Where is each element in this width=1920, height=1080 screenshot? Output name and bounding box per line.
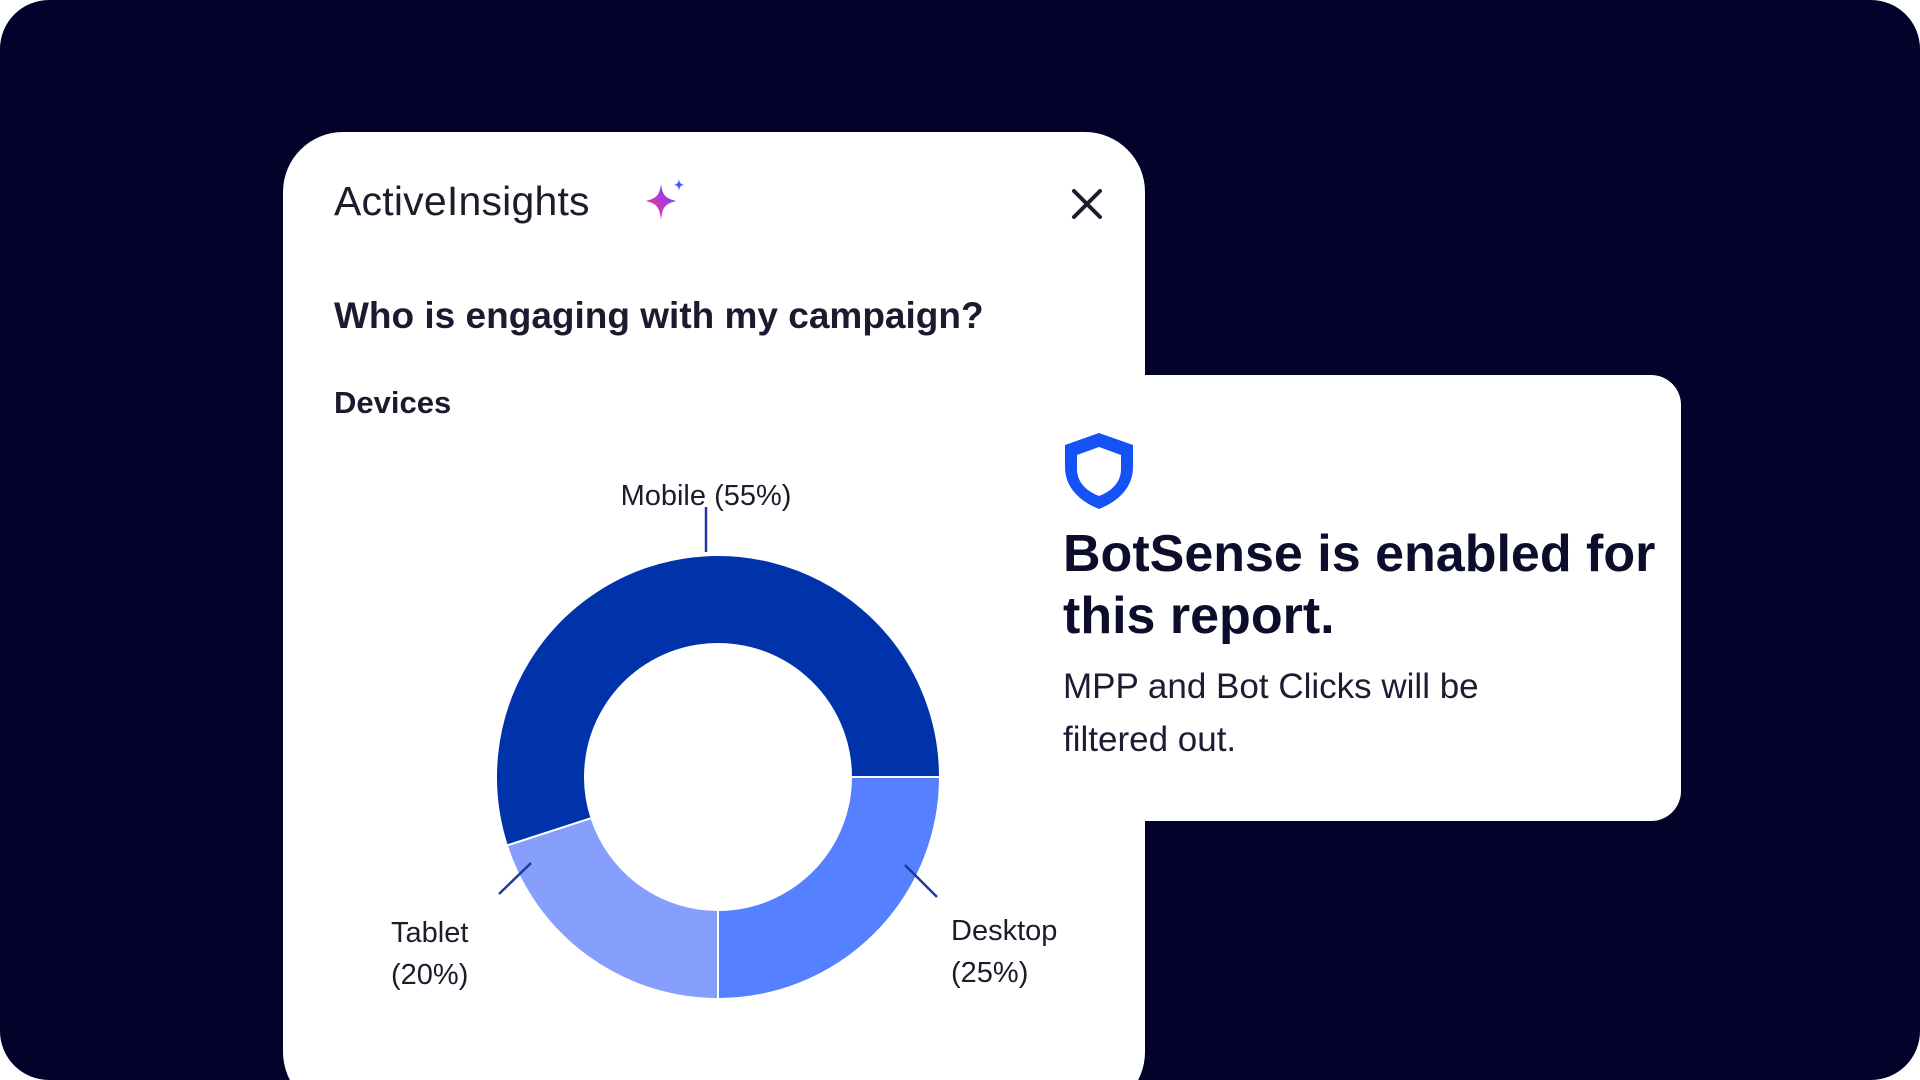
donut-slice-tablet [505, 816, 719, 1001]
sparkle-icon [646, 179, 684, 220]
close-button[interactable] [1065, 182, 1109, 226]
slice-value-tablet: (20%) [391, 959, 468, 991]
devices-donut-chart: Mobile (55%) Tablet (20%) Desktop (25%) [391, 480, 1057, 1001]
label-leader-tablet [498, 862, 532, 895]
botsense-headline: BotSense is enabled for this report. [1063, 525, 1656, 645]
botsense-description: MPP and Bot Clicks will be filtered out. [1063, 667, 1479, 759]
shield-icon [1065, 433, 1133, 509]
botsense-card: BotSense is enabled for this report. MPP… [1016, 375, 1681, 821]
label-leader-desktop [904, 864, 938, 898]
question-heading: Who is engaging with my campaign? [334, 295, 984, 336]
panel-title: ActiveInsights [334, 178, 590, 224]
close-icon [1072, 189, 1102, 219]
donut-slice-desktop [717, 776, 942, 1001]
slice-label-desktop: Desktop [951, 915, 1057, 947]
devices-label: Devices [334, 385, 452, 420]
donut-slice-mobile [495, 554, 942, 847]
slice-value-desktop: (25%) [951, 957, 1028, 989]
slice-label-tablet: Tablet [391, 917, 468, 949]
slice-label-mobile: Mobile (55%) [621, 480, 792, 512]
active-insights-panel: ActiveInsights Who is engaging with my c… [283, 132, 1145, 1080]
